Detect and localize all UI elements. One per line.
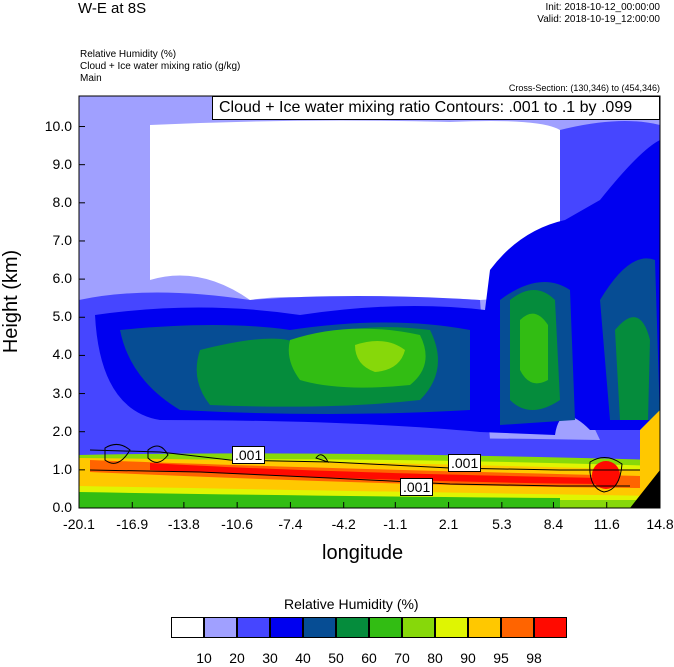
colorbar-level-label: 30 xyxy=(262,650,278,666)
terrain xyxy=(630,470,660,508)
y-tick-label: 6.0 xyxy=(52,270,72,287)
colorbar-title: Relative Humidity (%) xyxy=(284,596,419,612)
y-tick-label: 0.0 xyxy=(52,499,72,515)
contour-info-box: Cloud + Ice water mixing ratio Contours:… xyxy=(212,96,660,120)
x-tick-label: -7.4 xyxy=(278,516,303,532)
y-tick-label: 7.0 xyxy=(52,231,72,248)
qcloud-contour xyxy=(89,444,640,493)
colorbar-swatch xyxy=(402,617,435,638)
colorbar-level-label: 80 xyxy=(427,650,443,666)
colorbar-swatch xyxy=(468,617,501,638)
y-tick-label: 9.0 xyxy=(52,155,72,172)
y-tick-label: 8.0 xyxy=(52,193,72,210)
y-tick-label: 10.0 xyxy=(44,117,72,134)
y-tick-label: 3.0 xyxy=(52,384,72,401)
colorbar-swatch xyxy=(501,617,534,638)
colorbar-level-label: 20 xyxy=(229,650,245,666)
colorbar-swatch xyxy=(204,617,237,638)
x-tick-label: -10.6 xyxy=(221,516,254,532)
x-tick-label: 5.3 xyxy=(492,516,512,532)
x-axis-label: longitude xyxy=(322,542,404,564)
colorbar-swatch xyxy=(336,617,369,638)
colorbar-swatch xyxy=(534,617,567,638)
x-tick-label: 2.1 xyxy=(438,516,459,532)
x-tick-label: -20.1 xyxy=(63,516,95,532)
y-tick-label: 2.0 xyxy=(52,422,72,439)
colorbar-level-label: 95 xyxy=(493,650,509,666)
y-tick-label: 4.0 xyxy=(52,346,72,363)
colorbar-level-label: 50 xyxy=(328,650,344,666)
colorbar-swatch xyxy=(171,617,204,638)
colorbar-swatch xyxy=(303,617,336,638)
rh-core-right xyxy=(592,461,620,489)
colorbar-level-label: 10 xyxy=(196,650,212,666)
rh-band-99 xyxy=(150,463,600,484)
colorbar-level-label: 60 xyxy=(361,650,377,666)
field-name-rh: Relative Humidity (%) xyxy=(80,49,177,60)
cross-section-label: Cross-Section: (130,346) to (454,346) xyxy=(508,83,660,93)
y-axis-label: Height (km) xyxy=(0,249,23,354)
colorbar-level-label: 98 xyxy=(526,650,542,666)
rh-fill-80 xyxy=(355,341,405,372)
x-tick-label: 8.4 xyxy=(543,516,564,532)
colorbar-level-label: 40 xyxy=(295,650,311,666)
init-time: Init: 2018-10-12_00:00:00 xyxy=(545,2,660,13)
x-tick-label: 11.6 xyxy=(593,516,620,532)
valid-time: Valid: 2018-10-19_12:00:00 xyxy=(537,14,660,25)
colorbar-swatch xyxy=(270,617,303,638)
colorbar-swatch xyxy=(435,617,468,638)
colorbar-level-label: 70 xyxy=(394,650,410,666)
x-tick-label: -16.9 xyxy=(116,516,149,532)
rh-bottom-green xyxy=(79,492,560,508)
x-tick-label: -13.8 xyxy=(167,516,200,532)
y-tick-label: 5.0 xyxy=(52,308,72,325)
field-name-main: Main xyxy=(80,73,102,84)
contour-label: .001 xyxy=(448,454,482,472)
y-tick-label: 1.0 xyxy=(52,460,72,477)
colorbar-swatch xyxy=(237,617,270,638)
rh-fill-70 xyxy=(288,313,548,388)
colorbar-level-label: 90 xyxy=(460,650,476,666)
colorbar-swatch xyxy=(369,617,402,638)
x-tick-label: 14.8 xyxy=(646,516,674,532)
rh-right-column xyxy=(640,410,660,470)
plot-title: W-E at 8S xyxy=(78,0,147,17)
rh-fill-10 xyxy=(150,120,565,305)
x-tick-label: -1.1 xyxy=(383,516,408,532)
x-tick-label: -4.2 xyxy=(331,516,356,532)
contour-label: .001 xyxy=(400,478,434,496)
field-name-qcloud: Cloud + Ice water mixing ratio (g/kg) xyxy=(80,61,241,72)
contour-label: .001 xyxy=(232,446,266,464)
